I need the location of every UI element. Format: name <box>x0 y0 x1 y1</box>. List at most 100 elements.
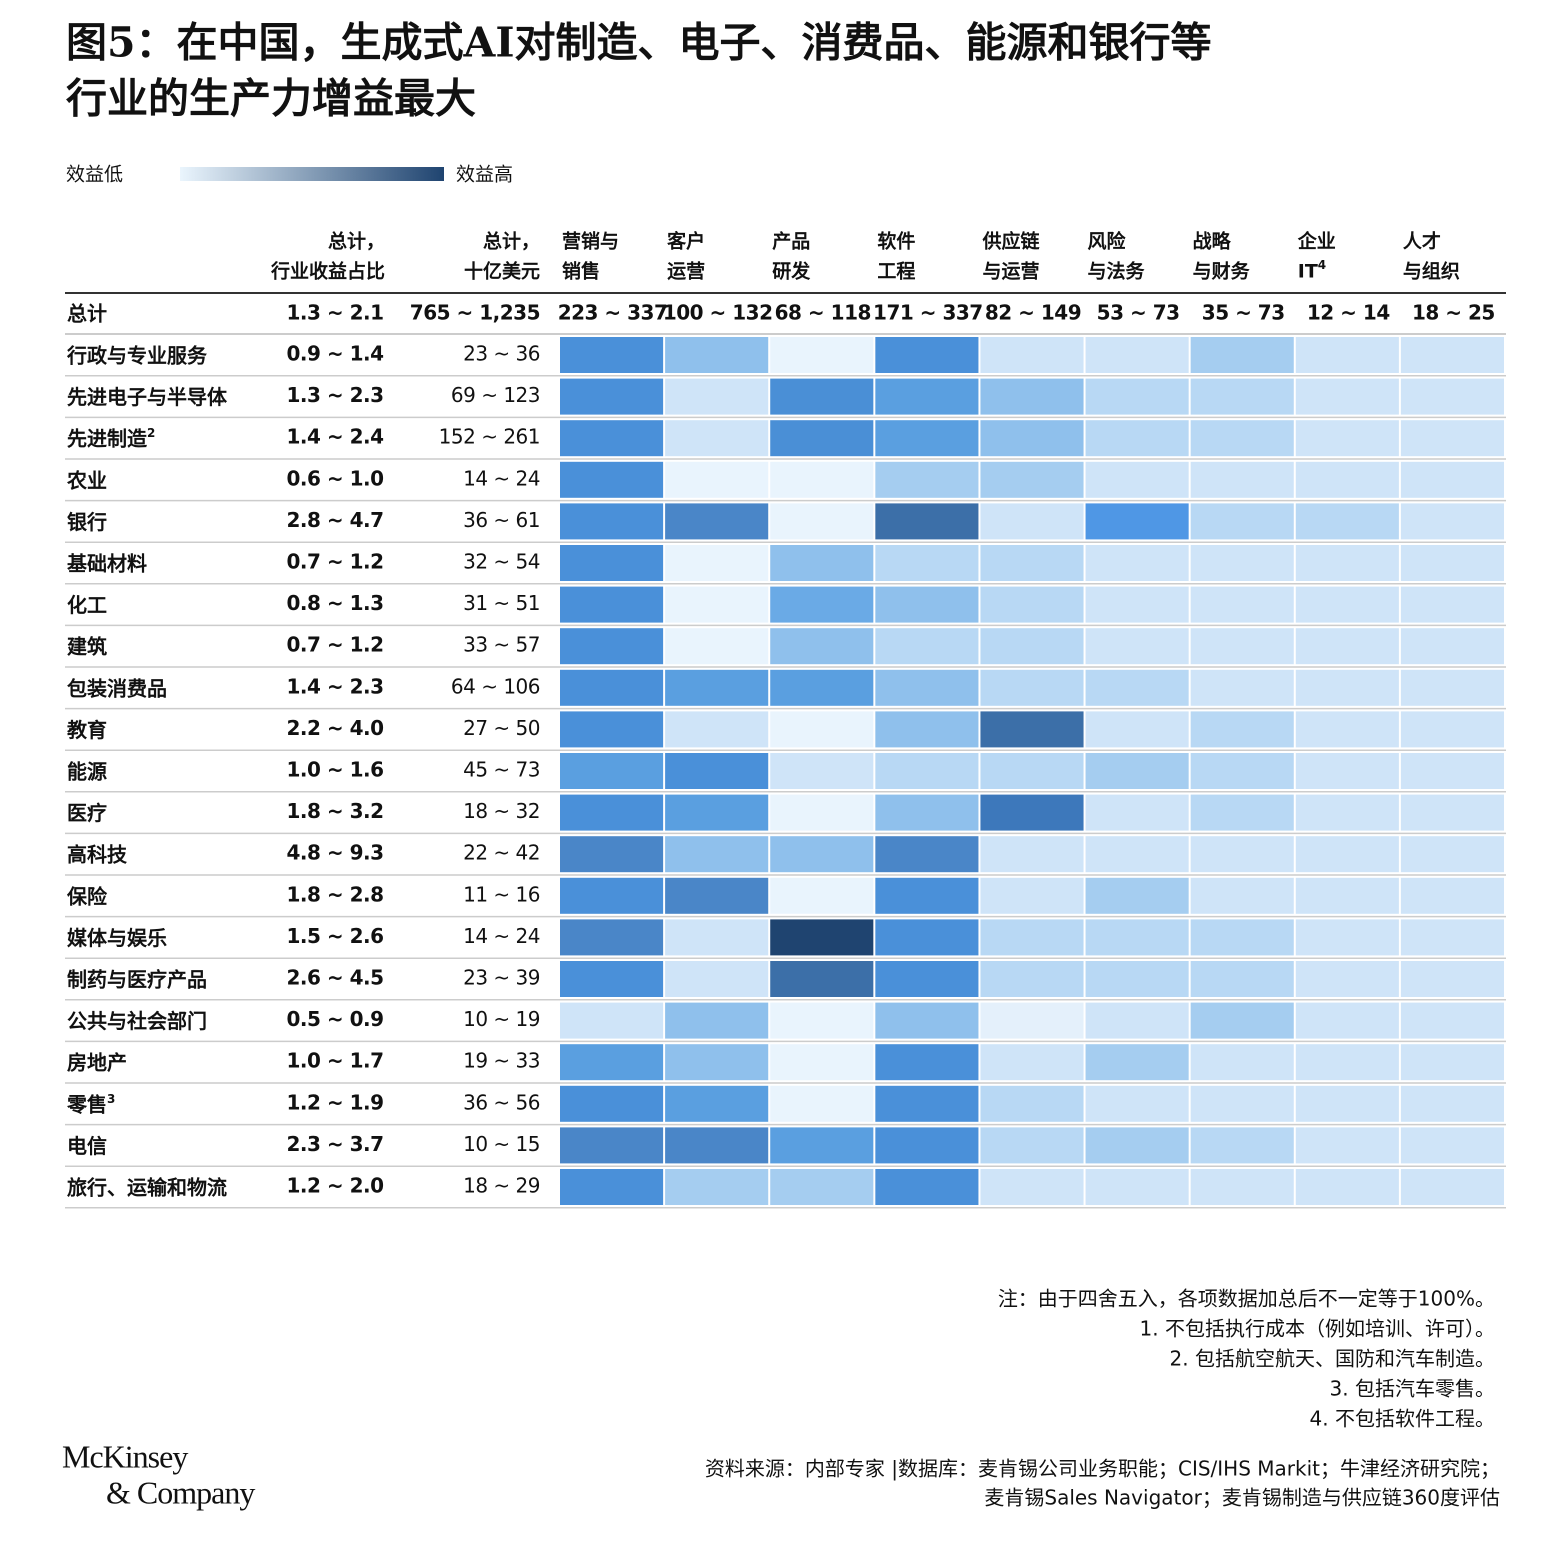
heat-cell <box>665 420 769 457</box>
heat-cell <box>1400 877 1504 914</box>
heat-cell <box>560 794 664 831</box>
heat-cell <box>560 836 664 873</box>
heat-cell <box>980 586 1084 623</box>
heat-cell <box>1400 1044 1504 1081</box>
heat-cell <box>1085 503 1189 540</box>
heat-cell <box>1400 1169 1504 1205</box>
heat-cell <box>1085 919 1189 956</box>
heat-cell <box>1295 1169 1399 1205</box>
column-header: 工程 <box>877 261 915 283</box>
heat-cell <box>665 961 769 997</box>
heat-cell <box>560 503 664 540</box>
source: 资料来源：内部专家 |数据库：麦肯锡公司业务职能；CIS/IHS Markit；… <box>705 1457 1500 1481</box>
row-usd: 31 ~ 51 <box>463 591 540 615</box>
heat-cell <box>1085 545 1189 581</box>
heat-cell <box>560 378 664 415</box>
total-value: 765 ~ 1,235 <box>410 301 540 325</box>
heat-cell <box>1085 961 1189 997</box>
heat-cell <box>1085 628 1189 665</box>
source: 麦肯锡Sales Navigator；麦肯锡制造与供应链360度评估 <box>984 1486 1500 1510</box>
heat-cell <box>665 794 769 831</box>
heat-cell <box>1295 503 1399 540</box>
heat-cell <box>665 503 769 540</box>
heat-cell <box>1400 1085 1504 1122</box>
heat-cell <box>1400 420 1504 457</box>
heat-cell <box>1190 420 1294 457</box>
row-label: 保险 <box>66 884 108 908</box>
row-usd: 64 ~ 106 <box>451 674 540 698</box>
row-usd: 27 ~ 50 <box>463 716 540 740</box>
heat-cell <box>665 1085 769 1122</box>
heat-cell <box>1085 1127 1189 1164</box>
heat-cell <box>980 503 1084 540</box>
heat-cell <box>770 545 874 581</box>
heat-cell <box>1190 836 1294 873</box>
column-header: 战略 <box>1193 230 1232 253</box>
heat-cell <box>875 461 979 498</box>
row-label: 行政与专业服务 <box>66 344 208 368</box>
heat-cell <box>980 420 1084 457</box>
heat-cell <box>1190 711 1294 748</box>
row-share: 0.6 ~ 1.0 <box>286 466 383 490</box>
row-share: 0.8 ~ 1.3 <box>286 591 383 615</box>
heat-cell <box>560 1002 664 1039</box>
heat-cell <box>875 1044 979 1081</box>
heat-cell <box>875 877 979 914</box>
heat-cell <box>560 1044 664 1081</box>
row-usd: 32 ~ 54 <box>463 550 540 574</box>
heat-cell <box>560 1127 664 1164</box>
row-share: 1.4 ~ 2.4 <box>286 425 383 449</box>
heat-cell <box>665 628 769 665</box>
total-value: 223 ~ 337 <box>558 301 668 325</box>
heat-cell <box>770 669 874 706</box>
heat-cell <box>1400 586 1504 623</box>
heat-cell <box>1295 1044 1399 1081</box>
heat-cell <box>770 503 874 540</box>
heat-cell <box>1295 711 1399 748</box>
row-usd: 14 ~ 24 <box>463 924 540 948</box>
row-usd: 33 ~ 57 <box>463 633 540 657</box>
heat-cell <box>665 877 769 914</box>
heat-cell <box>875 961 979 997</box>
heat-cell <box>1190 1002 1294 1039</box>
heat-cell <box>980 669 1084 706</box>
heat-cell <box>980 836 1084 873</box>
heat-cell <box>1190 461 1294 498</box>
heat-cell <box>560 461 664 498</box>
row-usd: 45 ~ 73 <box>463 758 540 782</box>
row-share: 4.8 ~ 9.3 <box>286 841 383 865</box>
heat-cell <box>1295 669 1399 706</box>
heat-cell <box>560 1169 664 1205</box>
row-usd: 36 ~ 61 <box>463 508 540 532</box>
heat-cell <box>1295 1085 1399 1122</box>
heat-cell <box>1190 1127 1294 1164</box>
row-usd: 23 ~ 39 <box>463 966 540 990</box>
superscript: 2 <box>147 426 155 440</box>
row-label: 总计 <box>67 302 107 326</box>
logo: McKinsey <box>62 1438 188 1474</box>
heat-cell <box>560 420 664 457</box>
heat-cell <box>980 711 1084 748</box>
heat-cell <box>1295 337 1399 373</box>
heat-cell <box>665 337 769 373</box>
heat-cell <box>1190 961 1294 997</box>
heat-cell <box>665 545 769 581</box>
row-share: 1.5 ~ 2.6 <box>286 924 383 948</box>
heat-cell <box>770 753 874 789</box>
row-usd: 22 ~ 42 <box>463 841 540 865</box>
heat-cell <box>770 337 874 373</box>
row-label: 旅行、运输和物流 <box>67 1176 227 1200</box>
heat-cell <box>1085 794 1189 831</box>
heat-cell <box>980 1002 1084 1039</box>
heat-cell <box>1295 1002 1399 1039</box>
heat-cell <box>560 961 664 997</box>
row-label: 化工 <box>67 593 107 617</box>
heat-cell <box>980 378 1084 415</box>
heat-cell <box>770 461 874 498</box>
legend-high: 效益高 <box>456 164 513 186</box>
heat-cell <box>1295 877 1399 914</box>
column-header: 销售 <box>562 260 600 283</box>
heat-cell <box>560 753 664 789</box>
row-share: 2.2 ~ 4.0 <box>286 716 383 740</box>
